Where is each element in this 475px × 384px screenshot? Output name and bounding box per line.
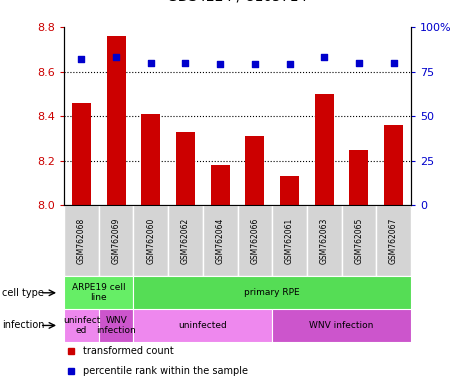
Point: [320, 54, 328, 60]
Bar: [64, 276, 133, 309]
Text: percentile rank within the sample: percentile rank within the sample: [83, 366, 248, 376]
Bar: [376, 205, 411, 276]
Bar: [133, 276, 411, 309]
Point: [78, 56, 86, 62]
Text: WNV infection: WNV infection: [309, 321, 374, 330]
Point: [355, 60, 363, 66]
Bar: [272, 309, 411, 342]
Text: transformed count: transformed count: [83, 346, 174, 356]
Bar: [203, 205, 238, 276]
Bar: [99, 205, 133, 276]
Text: GSM762061: GSM762061: [285, 218, 294, 264]
Text: ARPE19 cell
line: ARPE19 cell line: [72, 283, 125, 303]
Point: [217, 61, 224, 68]
Bar: [307, 205, 342, 276]
Text: uninfect
ed: uninfect ed: [63, 316, 100, 335]
Text: cell type: cell type: [2, 288, 44, 298]
Bar: [133, 205, 168, 276]
Point: [390, 60, 397, 66]
Bar: [106, 36, 126, 205]
Bar: [272, 205, 307, 276]
Text: WNV
infection: WNV infection: [96, 316, 136, 335]
Text: GSM762069: GSM762069: [112, 218, 121, 264]
Text: GSM762063: GSM762063: [320, 218, 329, 264]
Bar: [349, 150, 369, 205]
Bar: [314, 94, 334, 205]
Point: [181, 60, 189, 66]
Text: infection: infection: [2, 320, 45, 331]
Text: GDS4224 / 8105714: GDS4224 / 8105714: [167, 0, 308, 4]
Bar: [141, 114, 161, 205]
Bar: [133, 309, 272, 342]
Text: GSM762060: GSM762060: [146, 218, 155, 264]
Bar: [280, 176, 299, 205]
Text: GSM762064: GSM762064: [216, 218, 225, 264]
Text: GSM762066: GSM762066: [250, 218, 259, 264]
Bar: [342, 205, 376, 276]
Bar: [238, 205, 272, 276]
Bar: [168, 205, 203, 276]
Bar: [64, 309, 99, 342]
Bar: [99, 309, 133, 342]
Text: GSM762062: GSM762062: [181, 218, 190, 264]
Point: [251, 61, 259, 68]
Text: primary RPE: primary RPE: [244, 288, 300, 297]
Text: GSM762065: GSM762065: [354, 218, 363, 264]
Bar: [210, 165, 230, 205]
Bar: [72, 103, 91, 205]
Point: [286, 61, 294, 68]
Bar: [384, 125, 403, 205]
Point: [147, 60, 155, 66]
Text: uninfected: uninfected: [179, 321, 227, 330]
Text: GSM762067: GSM762067: [389, 218, 398, 264]
Bar: [64, 205, 99, 276]
Point: [113, 54, 120, 60]
Bar: [245, 136, 265, 205]
Text: GSM762068: GSM762068: [77, 218, 86, 264]
Bar: [176, 132, 195, 205]
